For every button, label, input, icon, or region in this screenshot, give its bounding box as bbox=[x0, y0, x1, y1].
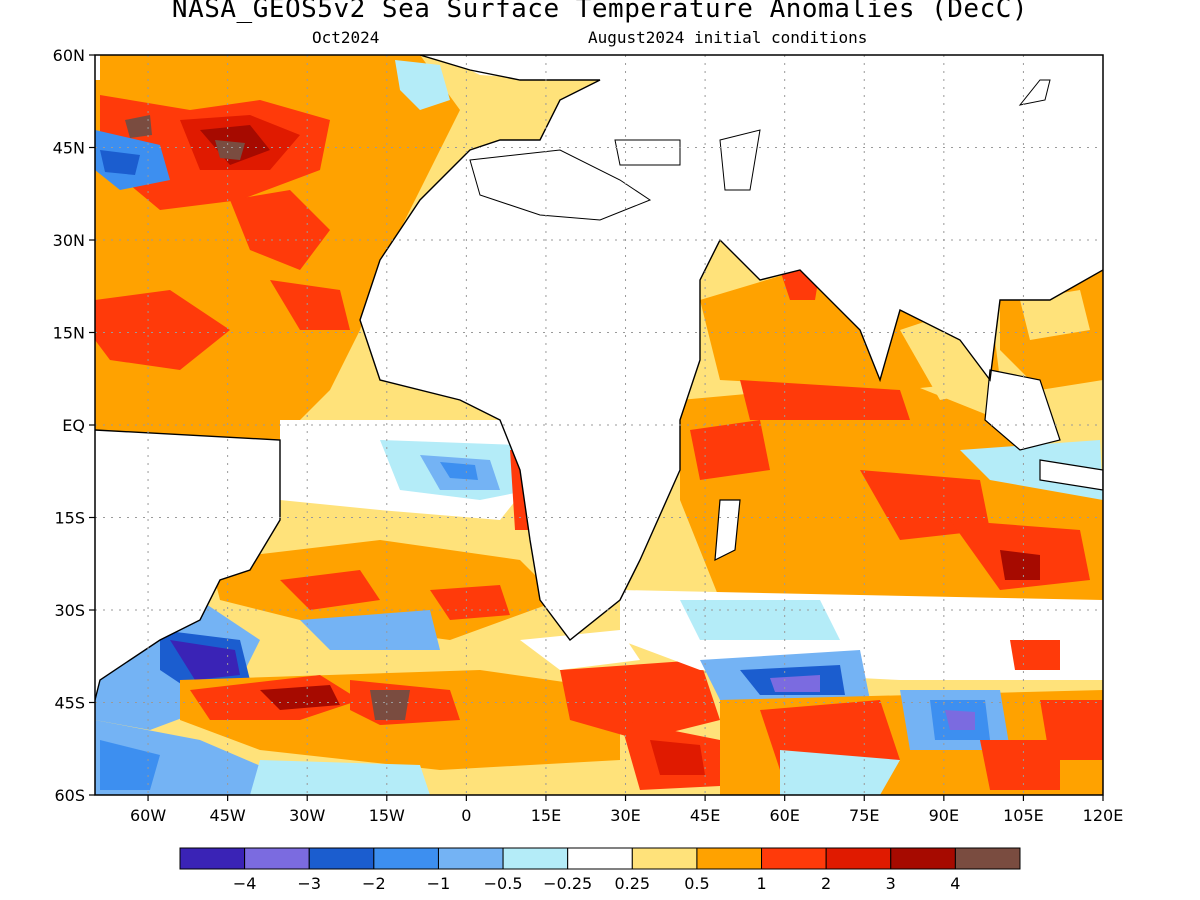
lon-tick-label: 60E bbox=[769, 806, 799, 825]
colorbar-label: 4 bbox=[950, 874, 960, 893]
colorbar-label: −3 bbox=[297, 874, 321, 893]
colorbar-swatch bbox=[179, 847, 246, 870]
lon-tick-label: 45E bbox=[690, 806, 720, 825]
colorbar-label: −0.25 bbox=[543, 874, 592, 893]
lat-tick-label: 15S bbox=[54, 509, 85, 528]
anomaly-field bbox=[95, 55, 1103, 795]
colorbar-label: −0.5 bbox=[484, 874, 523, 893]
colorbar-swatch bbox=[437, 847, 504, 870]
colorbar-swatch bbox=[567, 847, 633, 870]
map-title: NASA_GEOS5v2 Sea Surface Temperature Ano… bbox=[171, 0, 1029, 24]
colorbar-swatch bbox=[631, 847, 698, 870]
colorbar-swatch bbox=[502, 847, 569, 870]
lon-tick-label: 75E bbox=[849, 806, 879, 825]
colorbar-label: −1 bbox=[427, 874, 451, 893]
initial-conditions-label: August2024 initial conditions bbox=[588, 28, 868, 47]
colorbar-label: 0.5 bbox=[684, 874, 709, 893]
lon-tick-label: 30W bbox=[289, 806, 325, 825]
lon-tick-label: 105E bbox=[1003, 806, 1044, 825]
lat-tick-label: 60N bbox=[53, 46, 85, 65]
colorbar-label: 2 bbox=[821, 874, 831, 893]
lat-tick-label: 30S bbox=[54, 601, 85, 620]
lon-tick-label: 30E bbox=[610, 806, 640, 825]
latitude-axis: 60N 45N 30N 15N EQ 15S 30S 45S 60S bbox=[53, 46, 95, 805]
lon-tick-label: 0 bbox=[461, 806, 471, 825]
lon-tick-label: 60W bbox=[130, 806, 166, 825]
lat-tick-label: 60S bbox=[54, 786, 85, 805]
lon-tick-label: 15E bbox=[531, 806, 561, 825]
forecast-month-label: Oct2024 bbox=[312, 28, 380, 47]
colorbar-label: −4 bbox=[233, 874, 257, 893]
lat-tick-label: 45S bbox=[54, 694, 85, 713]
colorbar-label: −2 bbox=[362, 874, 386, 893]
lat-tick-label: 15N bbox=[53, 324, 85, 343]
lon-tick-label: 120E bbox=[1083, 806, 1124, 825]
lat-tick-label: 45N bbox=[53, 139, 85, 158]
colorbar-swatch bbox=[890, 847, 956, 870]
lat-tick-label: 30N bbox=[53, 231, 85, 250]
longitude-axis: 60W 45W 30W 15W 0 15E 30E 45E 60E 75E 90E 105E 120E bbox=[130, 795, 1123, 825]
colorbar-swatch bbox=[696, 847, 763, 870]
colorbar-swatch bbox=[308, 847, 375, 870]
colorbar-swatch bbox=[761, 847, 827, 870]
lat-tick-label: EQ bbox=[62, 416, 85, 435]
colorbar-swatch bbox=[954, 847, 1021, 870]
colorbar-swatch bbox=[825, 847, 892, 870]
lon-tick-label: 45W bbox=[210, 806, 246, 825]
colorbar-swatch bbox=[244, 847, 310, 870]
colorbar-label: 1 bbox=[756, 874, 766, 893]
colorbar: −4 −3 −2 −1 −0.5 −0.25 0.25 0.5 1 2 3 4 bbox=[179, 847, 1021, 893]
colorbar-label: 3 bbox=[886, 874, 896, 893]
colorbar-label: 0.25 bbox=[614, 874, 650, 893]
gridlines bbox=[95, 55, 1103, 795]
lon-tick-label: 15W bbox=[369, 806, 405, 825]
lon-tick-label: 90E bbox=[929, 806, 959, 825]
colorbar-swatch bbox=[373, 847, 439, 870]
